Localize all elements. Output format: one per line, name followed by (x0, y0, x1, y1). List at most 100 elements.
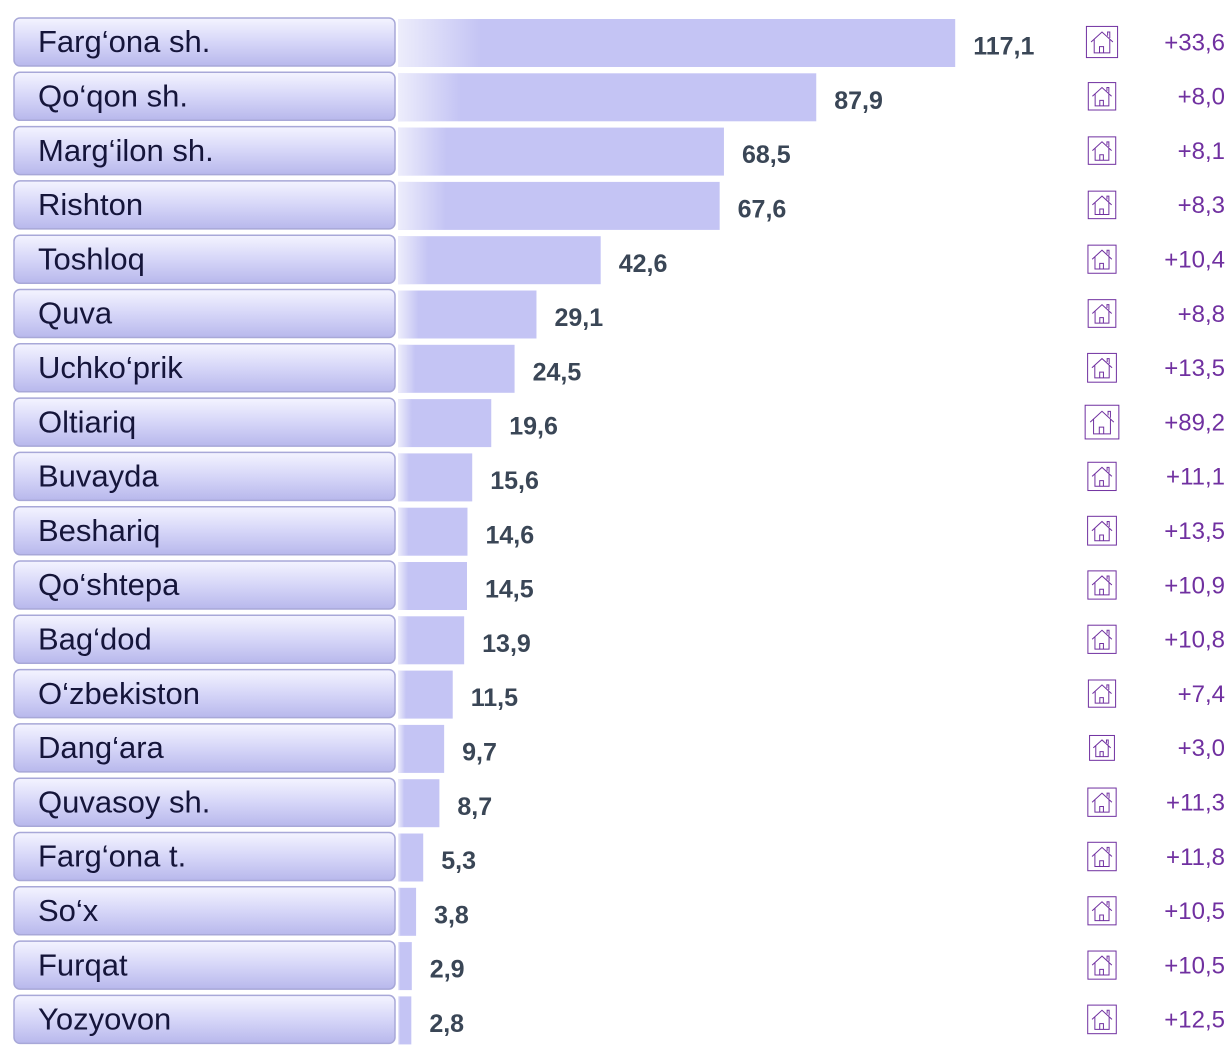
category-box (13, 940, 396, 990)
bar-shine (398, 399, 492, 448)
icon-house (1091, 901, 1113, 922)
category-label: Buvayda (38, 459, 159, 494)
house-icon (1087, 679, 1117, 708)
category-label: Quva (38, 296, 113, 331)
icon-frame (1087, 787, 1117, 817)
bar-shine (398, 236, 601, 285)
icon-house (1091, 575, 1113, 596)
icon-house (1091, 792, 1113, 813)
icon-house (1091, 249, 1113, 270)
category-label: Dang‘ara (38, 730, 165, 765)
bar-shine (398, 181, 720, 230)
value-label: 5,3 (441, 847, 476, 875)
category-label: Farg‘ona t. (38, 839, 186, 874)
change-label: +11,3 (1166, 790, 1225, 817)
house-icon (1087, 136, 1117, 165)
icon-frame (1085, 25, 1119, 59)
change-label: +7,4 (1178, 681, 1225, 708)
category-label: Furqat (38, 947, 128, 982)
bar-shine (398, 887, 417, 936)
value-label: 29,1 (554, 304, 603, 332)
value-label: 13,9 (482, 630, 531, 658)
icon-frame (1087, 515, 1117, 546)
value-label: 2,8 (429, 1010, 464, 1038)
change-label: +10,4 (1164, 247, 1225, 274)
icon-house (1092, 739, 1112, 758)
category-label: Yozyovon (38, 1002, 171, 1037)
icon-frame (1087, 82, 1117, 111)
icon-house (1091, 846, 1113, 867)
category-label: Bag‘dod (38, 621, 152, 656)
icon-house (1092, 141, 1112, 161)
bar-shine (398, 562, 467, 610)
house-icon (1087, 299, 1117, 328)
value-label: 9,7 (462, 739, 497, 767)
icon-house (1091, 629, 1113, 650)
change-label: +10,5 (1164, 898, 1225, 925)
value-label: 19,6 (509, 413, 558, 441)
icon-house (1091, 955, 1113, 976)
house-icon (1084, 404, 1120, 440)
icon-house (1091, 1009, 1113, 1030)
value-label: 68,5 (742, 141, 791, 169)
value-label: 15,6 (490, 467, 539, 495)
icon-frame (1087, 299, 1117, 328)
icon-house (1092, 684, 1112, 704)
house-icon (1089, 734, 1115, 761)
icon-frame (1087, 624, 1117, 654)
category-box (13, 614, 396, 665)
house-icon (1087, 461, 1117, 492)
category-label: Qo‘qon sh. (38, 78, 188, 113)
bar-shine (398, 19, 956, 67)
bar-shine (398, 344, 515, 393)
house-icon (1087, 82, 1117, 111)
category-box (13, 180, 396, 230)
change-label: +11,8 (1166, 844, 1225, 871)
category-box (13, 125, 396, 176)
change-label: +10,9 (1164, 572, 1225, 599)
icon-house (1091, 466, 1113, 487)
value-label: 14,6 (485, 521, 534, 549)
category-label: Toshloq (38, 241, 145, 276)
bar-shine (398, 942, 412, 991)
value-label: 117,1 (973, 33, 1034, 61)
house-icon (1087, 352, 1117, 383)
category-box (13, 668, 396, 719)
category-box (13, 234, 396, 284)
icon-frame (1087, 679, 1117, 708)
change-label: +8,3 (1178, 192, 1225, 219)
category-label: Uchko‘prik (38, 350, 183, 385)
category-box (13, 560, 396, 610)
house-icon (1087, 190, 1117, 220)
category-box (13, 505, 396, 556)
value-label: 2,9 (430, 956, 465, 984)
icon-house (1091, 303, 1113, 324)
change-label: +8,0 (1178, 84, 1225, 111)
category-box (13, 777, 396, 827)
category-box (13, 71, 396, 122)
bar-shine (398, 996, 412, 1045)
house-icon (1087, 1004, 1117, 1035)
category-box (13, 994, 396, 1045)
bar-shine (398, 616, 465, 665)
icon-frame (1087, 190, 1117, 220)
category-box (13, 17, 396, 67)
change-label: +12,5 (1164, 1007, 1225, 1034)
house-icon (1087, 624, 1117, 654)
change-label: +3,0 (1178, 735, 1225, 762)
house-icon (1087, 244, 1117, 274)
change-label: +13,5 (1164, 518, 1225, 545)
value-label: 67,6 (738, 196, 787, 224)
bar-shine (398, 724, 445, 773)
change-label: +11,1 (1166, 464, 1225, 491)
bar-shine (398, 779, 440, 828)
bar-shine (398, 73, 817, 122)
category-box (13, 397, 396, 447)
icon-frame (1087, 461, 1117, 492)
change-label: +13,5 (1164, 355, 1225, 382)
change-label: +10,5 (1164, 952, 1225, 979)
category-box (13, 288, 396, 339)
icon-frame (1087, 841, 1117, 872)
value-label: 8,7 (457, 793, 492, 821)
